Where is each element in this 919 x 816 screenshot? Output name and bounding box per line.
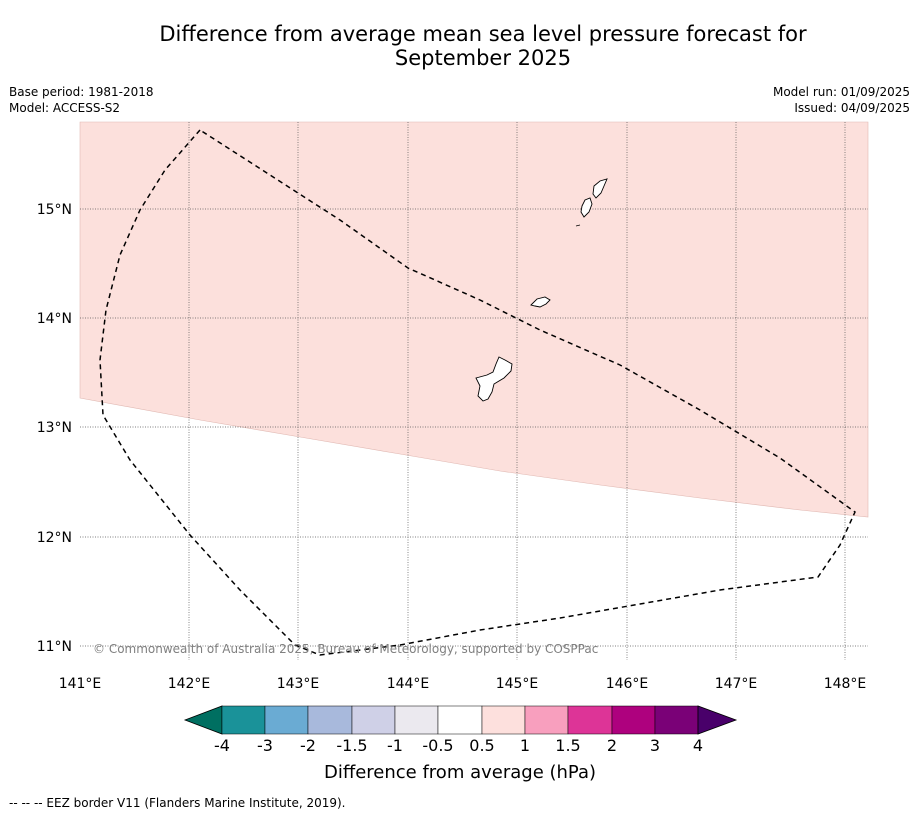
island-rota (530, 296, 551, 308)
lon-label: 145°E (496, 676, 539, 692)
colorbar-low-extension (183, 705, 223, 735)
colorbar-tick: -4 (214, 736, 230, 755)
colorbar-segment (654, 705, 699, 735)
colorbar-segment (351, 705, 396, 735)
islands (475, 178, 608, 402)
base-period-text: Base period: 1981-2018 (9, 85, 154, 99)
eez-footnote: -- -- -- EEZ border V11 (Flanders Marine… (9, 796, 346, 810)
lat-label: 15°N (37, 202, 72, 218)
colorbar-tick: -3 (257, 736, 273, 755)
colorbar-tick: 3 (650, 736, 660, 755)
lon-label: 143°E (277, 676, 320, 692)
colorbar-segment (394, 705, 439, 735)
colorbar-tick: -0.5 (422, 736, 453, 755)
map-title: Difference from average mean sea level p… (0, 22, 919, 70)
lon-label: 142°E (168, 676, 211, 692)
colorbar-tick: 1 (520, 736, 530, 755)
graticule (80, 122, 868, 660)
colorbar: -4 -3 -2 -1.5 -1 -0.5 0.5 1 1.5 2 3 4 Di… (183, 705, 738, 783)
colorbar-tick: 2 (607, 736, 617, 755)
island-saipan (592, 178, 608, 199)
lon-label: 147°E (715, 676, 758, 692)
colorbar-tick: 1.5 (555, 736, 580, 755)
island-tinian (580, 197, 593, 218)
island-guam (475, 356, 513, 402)
colorbar-high-extension (697, 705, 738, 735)
colorbar-label: Difference from average (hPa) (324, 762, 596, 783)
title-line-2: September 2025 (394, 46, 572, 70)
lat-label: 11°N (37, 639, 72, 655)
lat-label: 14°N (37, 311, 72, 327)
lon-label: 141°E (59, 676, 102, 692)
meta-right: Model run: 01/09/2025 Issued: 04/09/2025 (773, 84, 910, 116)
model-run-text: Model run: 01/09/2025 (772, 85, 910, 99)
colorbar-segment (221, 705, 266, 735)
title-line-1: Difference from average mean sea level p… (159, 22, 807, 46)
colorbar-segment (524, 705, 569, 735)
colorbar-segment (437, 705, 483, 735)
colorbar-tick: -2 (300, 736, 316, 755)
copyright-text: © Commonwealth of Australia 2025, Bureau… (93, 642, 598, 656)
colorbar-tick: 4 (693, 736, 703, 755)
eez-border (99, 129, 856, 656)
lat-label: 12°N (37, 530, 72, 546)
lon-label: 148°E (824, 676, 867, 692)
colorbar-segment (264, 705, 309, 735)
island-aguijan (575, 224, 581, 227)
lon-label: 146°E (606, 676, 649, 692)
colorbar-segment (481, 705, 526, 735)
lon-label: 144°E (387, 676, 430, 692)
colorbar-tick: 0.5 (469, 736, 494, 755)
issued-text: Issued: 04/09/2025 (794, 101, 910, 115)
colorbar-tick: -1.5 (336, 736, 367, 755)
model-text: Model: ACCESS-S2 (9, 101, 121, 115)
lat-label: 13°N (37, 420, 72, 436)
colorbar-segment (307, 705, 353, 735)
meta-left: Base period: 1981-2018 Model: ACCESS-S2 (9, 84, 154, 116)
anomaly-region (79, 121, 869, 518)
lat-axis-labels: 15°N 14°N 13°N 12°N 11°N (37, 202, 72, 655)
colorbar-segment (611, 705, 656, 735)
lon-axis-labels: 141°E 142°E 143°E 144°E 145°E 146°E 147°… (59, 676, 867, 692)
colorbar-tick: -1 (387, 736, 403, 755)
colorbar-segment (567, 705, 613, 735)
